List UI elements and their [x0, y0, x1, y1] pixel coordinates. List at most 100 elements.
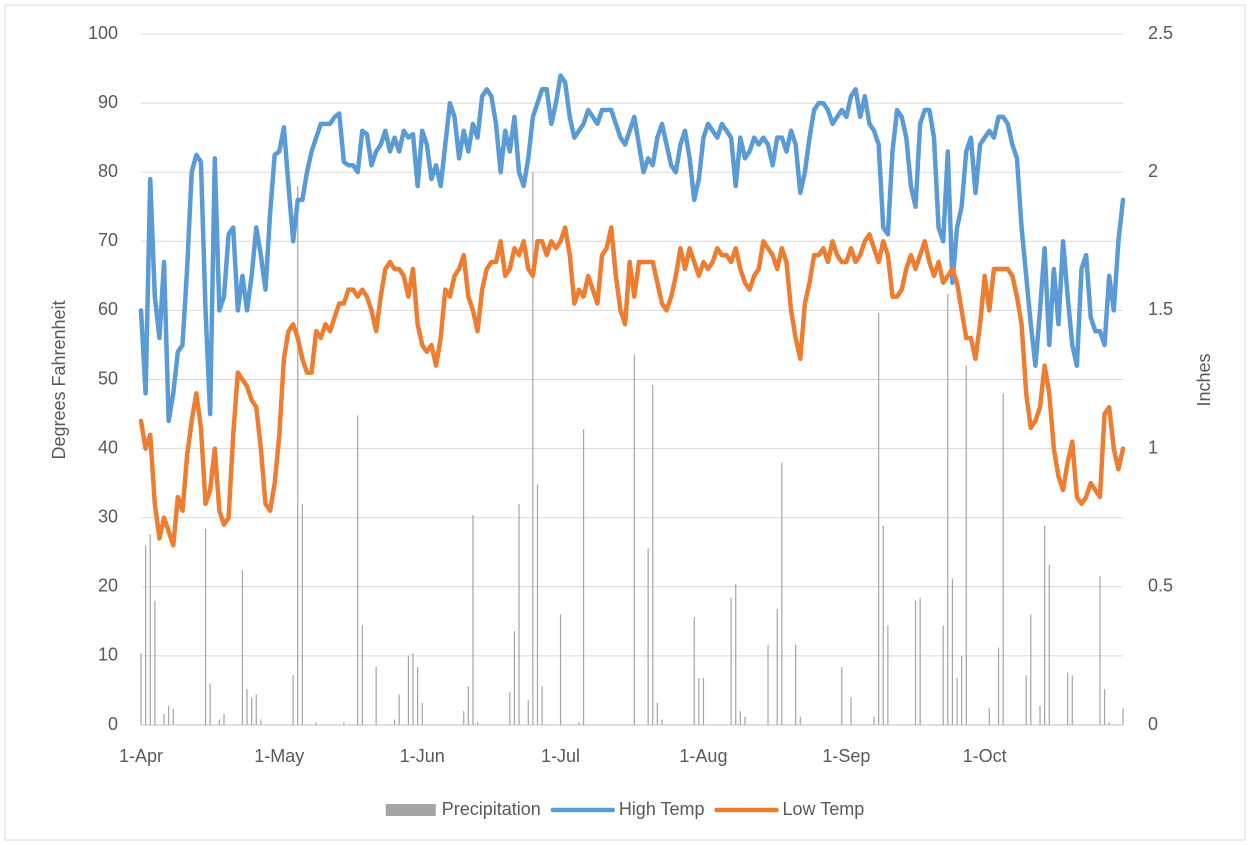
legend-label: Precipitation — [442, 799, 541, 819]
bar — [767, 644, 769, 725]
bar — [744, 716, 746, 725]
bar — [1025, 675, 1027, 725]
x-tick-label: 1-May — [254, 746, 304, 766]
bar — [693, 617, 695, 725]
y-tick-label: 50 — [98, 368, 118, 388]
bar — [919, 597, 921, 725]
y2-tick-label: 0.5 — [1148, 576, 1173, 596]
bar — [652, 385, 654, 725]
bar — [1071, 675, 1073, 725]
bar — [246, 689, 248, 725]
bar — [398, 694, 400, 725]
bar — [1002, 393, 1004, 725]
x-tick-label: 1-Jun — [400, 746, 445, 766]
bar — [154, 600, 156, 725]
bar — [914, 600, 917, 725]
bar — [735, 584, 737, 725]
bar — [795, 644, 797, 725]
y2-tick-label: 0 — [1148, 714, 1158, 734]
x-tick-label: 1-Oct — [963, 746, 1007, 766]
bar — [476, 722, 479, 725]
bar — [407, 655, 409, 725]
bar — [702, 678, 705, 725]
y-tick-label: 0 — [108, 714, 118, 734]
bar — [357, 415, 359, 725]
y-axis-title: Degrees Fahrenheit — [49, 300, 69, 459]
bar — [140, 653, 142, 725]
bar — [467, 686, 469, 725]
bar — [218, 719, 220, 725]
bar — [168, 705, 170, 725]
y-tick-label: 20 — [98, 576, 118, 596]
bar — [1103, 689, 1106, 725]
bar — [956, 678, 958, 725]
y-tick-label: 40 — [98, 437, 118, 457]
bar — [536, 484, 539, 725]
y2-tick-label: 2.5 — [1148, 23, 1173, 43]
bar — [873, 716, 875, 725]
bar — [841, 666, 843, 725]
bar — [145, 545, 147, 725]
bar — [1067, 672, 1069, 725]
y-tick-label: 80 — [98, 161, 118, 181]
legend-label: Low Temp — [783, 799, 865, 819]
bar — [947, 293, 949, 725]
bar — [578, 722, 580, 725]
bar — [942, 625, 944, 725]
bar — [301, 503, 303, 725]
bar — [260, 719, 262, 725]
bar — [776, 608, 778, 725]
bar — [850, 697, 852, 725]
y-tick-label: 60 — [98, 299, 118, 319]
y-tick-label: 70 — [98, 230, 118, 250]
bar — [463, 711, 465, 725]
y-tick-label: 100 — [88, 23, 118, 43]
y2-tick-label: 1 — [1148, 437, 1158, 457]
y2-tick-label: 2 — [1148, 161, 1158, 181]
bar — [343, 722, 345, 725]
y-tick-label: 90 — [98, 92, 118, 112]
bar — [951, 578, 954, 725]
bar — [1044, 525, 1046, 725]
bar — [297, 186, 299, 725]
bar — [633, 354, 635, 725]
bar — [513, 631, 516, 725]
bar — [997, 647, 1000, 725]
bar — [961, 655, 963, 725]
bar — [988, 708, 990, 725]
bar — [393, 719, 396, 725]
bar — [878, 313, 880, 725]
bar — [582, 429, 585, 725]
bar — [251, 697, 253, 725]
x-tick-label: 1-Sep — [822, 746, 870, 766]
y2-axis-title: Inches — [1194, 353, 1214, 406]
y2-tick-label: 1.5 — [1148, 299, 1173, 319]
bar — [509, 691, 511, 725]
bar — [1108, 722, 1110, 725]
bar — [417, 666, 419, 725]
bar — [315, 722, 317, 725]
bar — [375, 666, 377, 725]
bar — [532, 172, 534, 725]
bar — [965, 365, 967, 725]
bar — [882, 525, 884, 725]
legend-swatch — [385, 804, 436, 816]
bar — [656, 702, 658, 725]
y-tick-label: 30 — [98, 506, 118, 526]
bar — [559, 614, 562, 725]
bar — [241, 570, 244, 725]
bar — [698, 678, 700, 725]
bar — [887, 625, 889, 725]
line — [138, 73, 1126, 424]
bar — [1030, 614, 1032, 725]
bar — [1039, 705, 1041, 725]
bar — [223, 713, 225, 725]
line — [138, 225, 1126, 548]
bar — [204, 528, 207, 725]
bar — [472, 514, 474, 725]
bar — [412, 653, 414, 725]
x-tick-label: 1-Jul — [541, 746, 580, 766]
bar — [1048, 564, 1050, 725]
bar — [518, 503, 520, 725]
